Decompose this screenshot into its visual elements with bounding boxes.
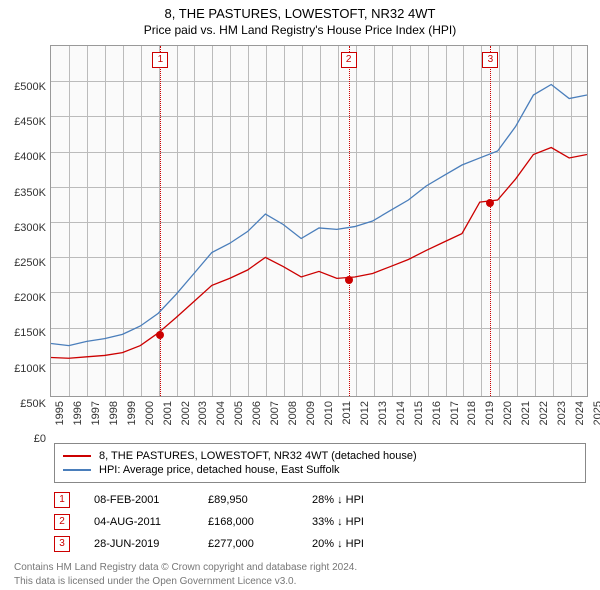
y-axis-label: £300K: [14, 222, 46, 234]
x-axis-label: 2020: [502, 401, 514, 425]
x-axis-label: 1997: [90, 401, 102, 425]
series-line-hpi: [51, 84, 587, 345]
x-axis-label: 2018: [466, 401, 478, 425]
legend-row: HPI: Average price, detached house, East…: [63, 463, 577, 477]
x-axis-label: 2006: [251, 401, 263, 425]
sale-delta: 33% ↓ HPI: [312, 516, 402, 528]
y-axis-label: £250K: [14, 257, 46, 269]
chart-title: 8, THE PASTURES, LOWESTOFT, NR32 4WT: [0, 0, 600, 21]
sale-row: 2 04-AUG-2011 £168,000 33% ↓ HPI: [54, 511, 586, 533]
x-axis-label: 2000: [144, 401, 156, 425]
x-axis-label: 2007: [269, 401, 281, 425]
x-axis-label: 2017: [449, 401, 461, 425]
sale-row: 1 08-FEB-2001 £89,950 28% ↓ HPI: [54, 489, 586, 511]
sale-dot: [345, 276, 353, 284]
x-axis-label: 2003: [197, 401, 209, 425]
x-axis-label: 1996: [72, 401, 84, 425]
x-axis-label: 2012: [359, 401, 371, 425]
sale-date: 28-JUN-2019: [94, 538, 184, 550]
sale-price: £89,950: [208, 494, 288, 506]
sale-delta: 20% ↓ HPI: [312, 538, 402, 550]
x-axis-label: 2023: [556, 401, 568, 425]
y-axis-label: £200K: [14, 292, 46, 304]
sale-dot: [156, 331, 164, 339]
x-axis-label: 2010: [323, 401, 335, 425]
legend: 8, THE PASTURES, LOWESTOFT, NR32 4WT (de…: [54, 443, 586, 483]
chart-lines: [51, 46, 587, 396]
legend-swatch: [63, 455, 91, 457]
x-axis-label: 2001: [162, 401, 174, 425]
x-axis-label: 2021: [520, 401, 532, 425]
x-axis-label: 2011: [341, 401, 353, 425]
x-axis-label: 2019: [484, 401, 496, 425]
legend-row: 8, THE PASTURES, LOWESTOFT, NR32 4WT (de…: [63, 449, 577, 463]
series-line-property: [51, 148, 587, 359]
footer-line-2: This data is licensed under the Open Gov…: [14, 575, 586, 589]
y-axis-label: £50K: [20, 398, 46, 410]
sales-table: 1 08-FEB-2001 £89,950 28% ↓ HPI 2 04-AUG-2011…: [54, 489, 586, 555]
y-axis-label: £150K: [14, 327, 46, 339]
sale-ref-marker: 1: [54, 492, 70, 508]
chart-plot-area: 123: [50, 45, 588, 397]
sale-ref-marker: 3: [54, 536, 70, 552]
y-axis-label: £450K: [14, 116, 46, 128]
sale-price: £168,000: [208, 516, 288, 528]
x-axis-label: 2005: [233, 401, 245, 425]
legend-label: HPI: Average price, detached house, East…: [99, 464, 340, 476]
x-axis-label: 2004: [215, 401, 227, 425]
sale-row: 3 28-JUN-2019 £277,000 20% ↓ HPI: [54, 533, 586, 555]
sale-dot: [486, 199, 494, 207]
legend-label: 8, THE PASTURES, LOWESTOFT, NR32 4WT (de…: [99, 450, 417, 462]
y-axis-label: £400K: [14, 151, 46, 163]
x-axis-label: 2014: [395, 401, 407, 425]
chart-subtitle: Price paid vs. HM Land Registry's House …: [0, 21, 600, 41]
x-axis-label: 2002: [180, 401, 192, 425]
x-axis-label: 1995: [54, 401, 66, 425]
y-axis-label: £500K: [14, 81, 46, 93]
x-axis-label: 1999: [126, 401, 138, 425]
sale-ref-marker: 2: [54, 514, 70, 530]
x-axis-label: 2022: [538, 401, 550, 425]
x-axis-label: 1998: [108, 401, 120, 425]
sale-delta: 28% ↓ HPI: [312, 494, 402, 506]
x-axis-label: 2015: [413, 401, 425, 425]
y-axis-label: £100K: [14, 363, 46, 375]
sale-date: 04-AUG-2011: [94, 516, 184, 528]
x-axis-label: 2025: [592, 401, 600, 425]
footer-line-1: Contains HM Land Registry data © Crown c…: [14, 561, 586, 575]
legend-swatch: [63, 469, 91, 471]
sale-price: £277,000: [208, 538, 288, 550]
sale-date: 08-FEB-2001: [94, 494, 184, 506]
x-axis-label: 2008: [287, 401, 299, 425]
x-axis-label: 2016: [431, 401, 443, 425]
x-axis-label: 2009: [305, 401, 317, 425]
y-axis-label: £350K: [14, 187, 46, 199]
x-axis-label: 2013: [377, 401, 389, 425]
y-axis-label: £0: [34, 433, 46, 445]
x-axis-label: 2024: [574, 401, 586, 425]
footer-attribution: Contains HM Land Registry data © Crown c…: [14, 561, 586, 588]
